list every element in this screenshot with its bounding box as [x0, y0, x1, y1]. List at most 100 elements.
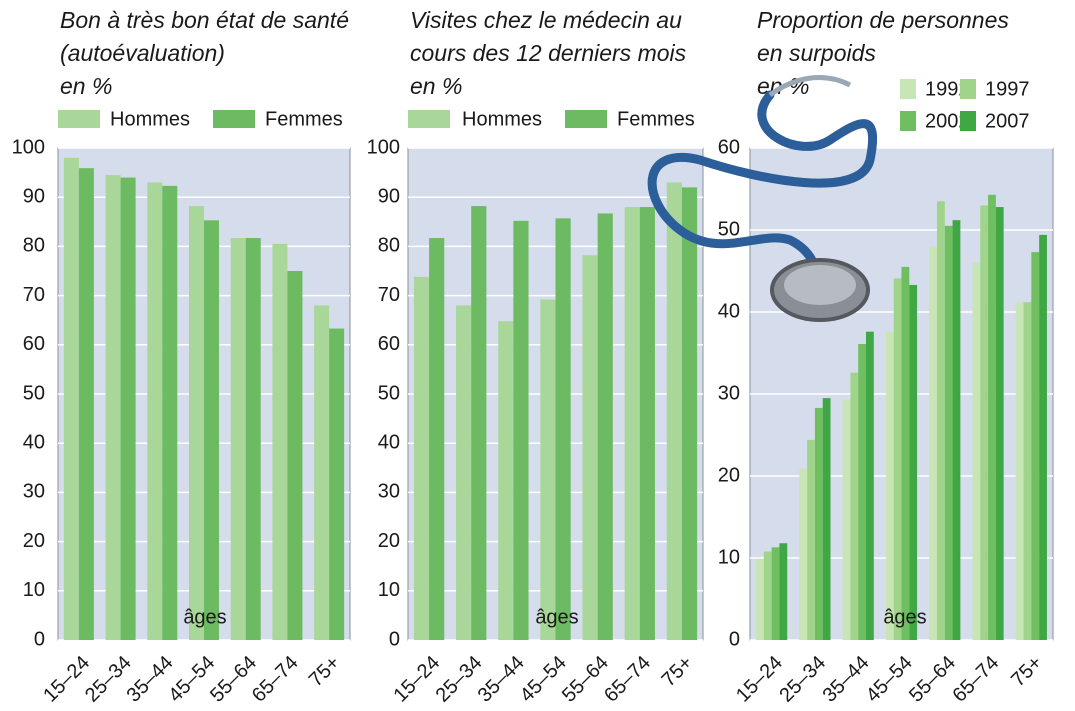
y-tick-label: 0: [34, 628, 45, 650]
bar: [902, 267, 910, 640]
y-tick-label: 70: [23, 284, 45, 306]
bar: [667, 182, 682, 640]
bar: [1016, 302, 1024, 640]
chart-title: cours des 12 derniers mois: [410, 40, 687, 66]
x-axis-label: âges: [883, 606, 926, 628]
legend-swatch: [565, 110, 607, 128]
bar: [996, 207, 1004, 640]
bar: [414, 277, 429, 640]
legend-swatch: [900, 111, 916, 131]
x-axis-label: âges: [535, 606, 578, 628]
y-tick-label: 10: [23, 579, 45, 601]
legend-swatch: [960, 111, 976, 131]
bar: [513, 221, 528, 640]
bar: [456, 305, 471, 640]
chart-title: en surpoids: [757, 40, 876, 66]
x-tick-label: 35–44: [123, 652, 178, 706]
y-tick-label: 20: [718, 464, 740, 486]
chart: Bon à très bon état de santé (autoévaluat…: [0, 0, 1075, 706]
y-tick-label: 70: [378, 284, 400, 306]
bar: [556, 218, 571, 640]
bar: [799, 469, 807, 640]
legend-label: Femmes: [265, 108, 343, 130]
y-tick-label: 60: [378, 333, 400, 355]
x-tick-label: 45–54: [516, 652, 571, 706]
x-tick-label: 25–34: [81, 652, 136, 706]
y-tick-label: 0: [729, 628, 740, 650]
x-tick-label: 35–44: [474, 652, 529, 706]
chart-title: Proportion de personnes: [757, 7, 1009, 33]
x-tick-label: 75+: [305, 652, 345, 692]
bar: [64, 158, 79, 640]
x-tick-label: 45–54: [164, 652, 219, 706]
bar: [598, 213, 613, 640]
y-tick-label: 40: [378, 431, 400, 453]
bar: [945, 226, 953, 640]
chart-title: (autoévaluation): [60, 40, 225, 66]
y-tick-label: 0: [389, 628, 400, 650]
bar: [79, 168, 94, 640]
x-tick-label: 45–54: [862, 652, 917, 706]
legend-label: Hommes: [462, 108, 542, 130]
y-tick-label: 50: [23, 382, 45, 404]
bar: [866, 332, 874, 640]
bar: [909, 285, 917, 640]
bar: [189, 206, 204, 640]
bar: [314, 305, 329, 640]
bar: [1031, 252, 1039, 640]
bar: [988, 195, 996, 640]
y-tick-label: 100: [12, 136, 45, 158]
page: {"chart_data": [ {"type": "bar", "title"…: [0, 0, 1075, 706]
bar: [937, 201, 945, 640]
bar: [272, 244, 287, 640]
y-tick-label: 30: [23, 481, 45, 503]
y-tick-label: 50: [378, 382, 400, 404]
bar: [807, 440, 815, 640]
y-tick-label: 90: [378, 185, 400, 207]
bar: [850, 373, 858, 640]
y-tick-label: 60: [718, 136, 740, 158]
y-tick-label: 40: [23, 431, 45, 453]
x-tick-label: 55–64: [558, 652, 613, 706]
chart-title: Visites chez le médecin au: [410, 7, 682, 33]
bar: [756, 559, 764, 640]
legend-swatch: [408, 110, 450, 128]
y-tick-label: 30: [378, 481, 400, 503]
bar: [287, 271, 302, 640]
bar: [823, 398, 831, 640]
x-tick-label: 65–74: [600, 652, 655, 706]
bar: [980, 205, 988, 640]
bar: [147, 182, 162, 640]
bar: [953, 220, 961, 640]
x-tick-label: 75+: [1007, 652, 1047, 692]
bar: [429, 238, 444, 640]
y-tick-label: 40: [718, 300, 740, 322]
bar: [843, 400, 851, 640]
bar: [886, 332, 894, 640]
x-tick-label: 35–44: [819, 652, 874, 706]
x-tick-label: 15–24: [732, 652, 787, 706]
bar: [121, 178, 136, 640]
bar: [582, 255, 597, 640]
bar: [540, 300, 555, 640]
bar: [231, 238, 246, 640]
bar: [772, 547, 780, 640]
x-tick-label: 55–64: [206, 652, 261, 706]
x-tick-label: 15–24: [389, 652, 444, 706]
chart-title: Bon à très bon état de santé: [60, 7, 349, 33]
bar: [471, 206, 486, 640]
bar: [972, 263, 980, 640]
y-tick-label: 80: [23, 235, 45, 257]
legend-label: 2007: [985, 110, 1030, 132]
bar: [779, 543, 787, 640]
y-tick-label: 20: [378, 530, 400, 552]
bar: [682, 187, 697, 640]
y-tick-label: 30: [718, 382, 740, 404]
x-tick-label: 65–74: [948, 652, 1003, 706]
x-tick-label: 65–74: [248, 652, 303, 706]
bar: [929, 246, 937, 640]
x-tick-label: 55–64: [905, 652, 960, 706]
legend-swatch: [58, 110, 100, 128]
x-tick-label: 25–34: [432, 652, 487, 706]
y-axis-label: en %: [757, 73, 809, 99]
